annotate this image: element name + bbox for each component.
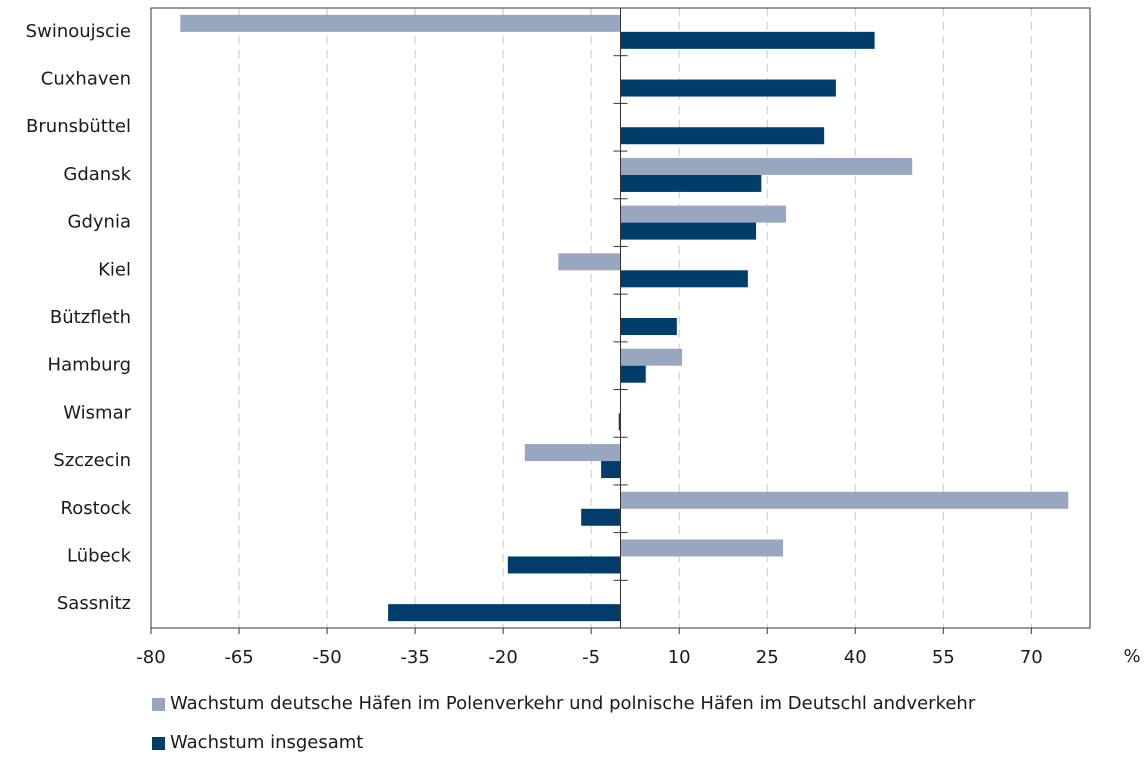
x-tick-label: 25 (756, 647, 779, 668)
x-tick-label: -5 (582, 647, 600, 668)
x-tick-label: -80 (136, 647, 165, 668)
y-tick-label: Gdynia (68, 212, 131, 233)
y-tick-label: Swinoujscie (26, 21, 131, 42)
y-tick-label: Gdansk (63, 164, 131, 185)
x-tick-label: -35 (400, 647, 429, 668)
bar (581, 508, 621, 526)
y-tick-label: Lübeck (67, 545, 132, 566)
y-tick-label: Rostock (61, 498, 132, 519)
x-tick-label: -20 (488, 647, 517, 668)
legend-swatch (152, 698, 165, 711)
x-tick-label: 40 (844, 647, 867, 668)
x-tick-label: 10 (668, 647, 691, 668)
bar (620, 365, 646, 383)
bar (620, 127, 825, 145)
bar (620, 79, 836, 97)
bar (620, 270, 748, 288)
y-tick-label: Kiel (98, 259, 131, 280)
y-tick-label: Wismar (63, 402, 131, 423)
x-tick-label: -50 (312, 647, 341, 668)
y-tick-label: Cuxhaven (41, 69, 131, 90)
bar (620, 491, 1069, 509)
bar (620, 539, 784, 557)
bar (620, 157, 913, 175)
x-axis-unit: % (1123, 646, 1140, 667)
y-tick-label: Brunsbüttel (26, 116, 131, 137)
bar (620, 174, 762, 192)
bar (601, 461, 621, 479)
bar (620, 318, 677, 335)
x-tick-label: -65 (224, 647, 253, 668)
bar (620, 205, 786, 223)
bar (618, 413, 621, 431)
y-tick-label: Szczecin (53, 450, 131, 471)
bar (620, 222, 757, 240)
x-tick-label: 55 (932, 647, 955, 668)
bar (507, 556, 621, 574)
legend-label: Wachstum insgesamt (170, 732, 363, 753)
bar (620, 348, 683, 366)
plot-frame (150, 7, 1091, 629)
legend-label: Wachstum deutsche Häfen im Polenverkehr … (170, 693, 976, 714)
legend-swatch (152, 737, 165, 750)
bar (620, 31, 875, 49)
bar (558, 253, 621, 271)
bar (180, 14, 621, 32)
x-tick-label: 70 (1020, 647, 1043, 668)
y-tick-label: Sassnitz (57, 593, 131, 614)
bar (524, 444, 621, 462)
bar (388, 604, 621, 622)
y-tick-label: Hamburg (48, 355, 131, 376)
y-tick-label: Bützfleth (50, 307, 131, 328)
